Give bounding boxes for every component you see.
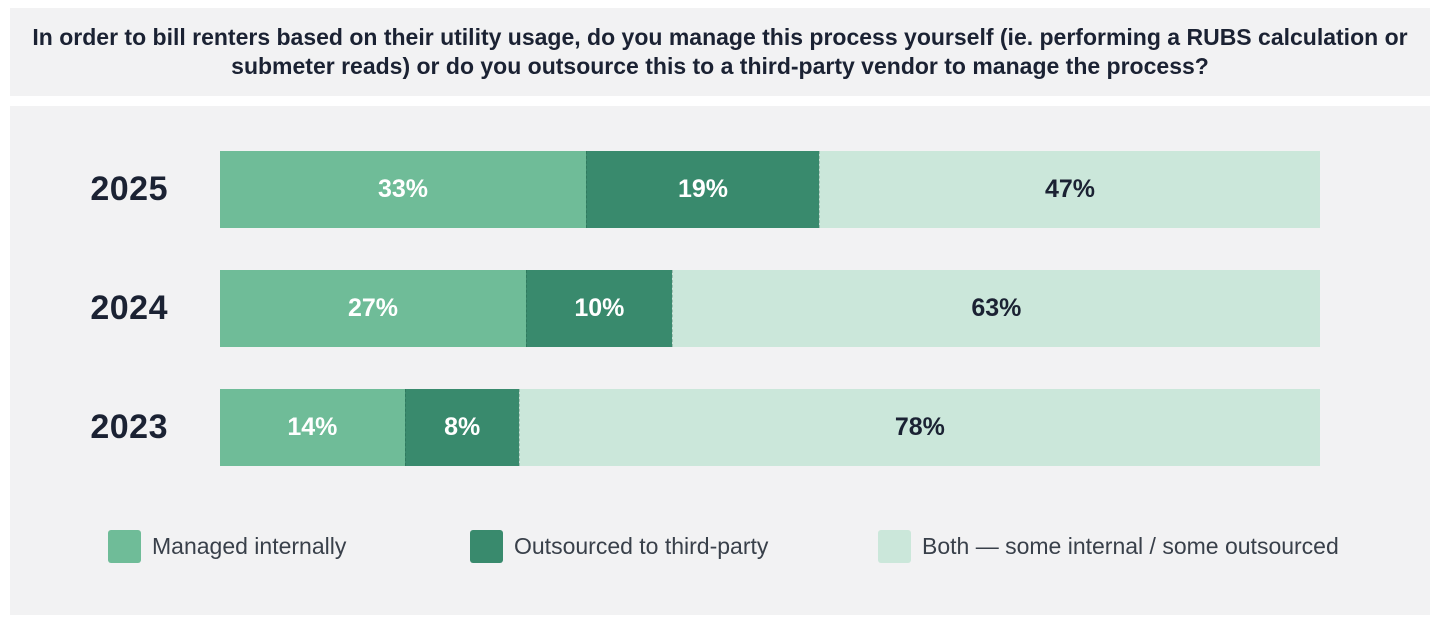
year-label: 2024 xyxy=(90,289,168,327)
legend-label: Outsourced to third-party xyxy=(514,533,769,559)
legend-item: Outsourced to third-party xyxy=(470,530,768,563)
segment-value-label: 33% xyxy=(377,175,429,203)
year-label: 2025 xyxy=(90,170,168,208)
bar-rows-container: 2025 33% 19% 47% 2024 27% 10% 63% 2023 14% 8% 78% xyxy=(10,106,1430,466)
bar-segment: 47% xyxy=(818,151,1320,228)
legend-item: Managed internally xyxy=(108,530,346,563)
segment-value-label: 19% xyxy=(677,175,728,203)
bar-segment: 14% xyxy=(220,389,405,466)
segment-value-label: 8% xyxy=(444,413,481,441)
bar-row-2025: 2025 33% 19% 47% xyxy=(10,151,1430,228)
bar-track: 33% 19% 47% xyxy=(220,151,1320,228)
segment-value-label: 14% xyxy=(287,413,338,441)
legend-label: Both — some internal / some outsourced xyxy=(922,533,1339,559)
legend-swatch xyxy=(470,530,503,563)
segment-value-label: 47% xyxy=(1044,175,1095,203)
legend-swatch xyxy=(878,530,911,563)
bar-segment: 27% xyxy=(220,270,526,347)
bar-track: 27% 10% 63% xyxy=(220,270,1320,347)
bar-segment: 33% xyxy=(220,151,586,228)
chart-area: 2025 33% 19% 47% 2024 27% 10% 63% 2023 14% 8% 78% M… xyxy=(10,106,1430,615)
segment-value-label: 27% xyxy=(347,294,398,322)
legend-swatch xyxy=(108,530,141,563)
bar-track: 14% 8% 78% xyxy=(220,389,1320,466)
bar-segment: 63% xyxy=(671,270,1320,347)
segment-value-label: 78% xyxy=(894,413,945,441)
legend-item: Both — some internal / some outsourced xyxy=(878,530,1339,563)
chart-title: In order to bill renters based on their … xyxy=(32,23,1408,79)
segment-value-label: 63% xyxy=(971,294,1022,322)
segment-value-label: 10% xyxy=(574,294,625,322)
bar-segment: 78% xyxy=(518,389,1320,466)
bar-segment: 19% xyxy=(586,151,819,228)
legend-label: Managed internally xyxy=(152,533,347,559)
year-label: 2023 xyxy=(90,408,168,446)
bar-segment: 8% xyxy=(404,389,519,466)
bar-row-2023: 2023 14% 8% 78% xyxy=(10,389,1430,466)
bar-segment: 10% xyxy=(525,270,672,347)
title-band: In order to bill renters based on their … xyxy=(10,8,1430,96)
bar-row-2024: 2024 27% 10% 63% xyxy=(10,270,1430,347)
legend: Managed internally Outsourced to third-pa… xyxy=(10,530,1430,570)
